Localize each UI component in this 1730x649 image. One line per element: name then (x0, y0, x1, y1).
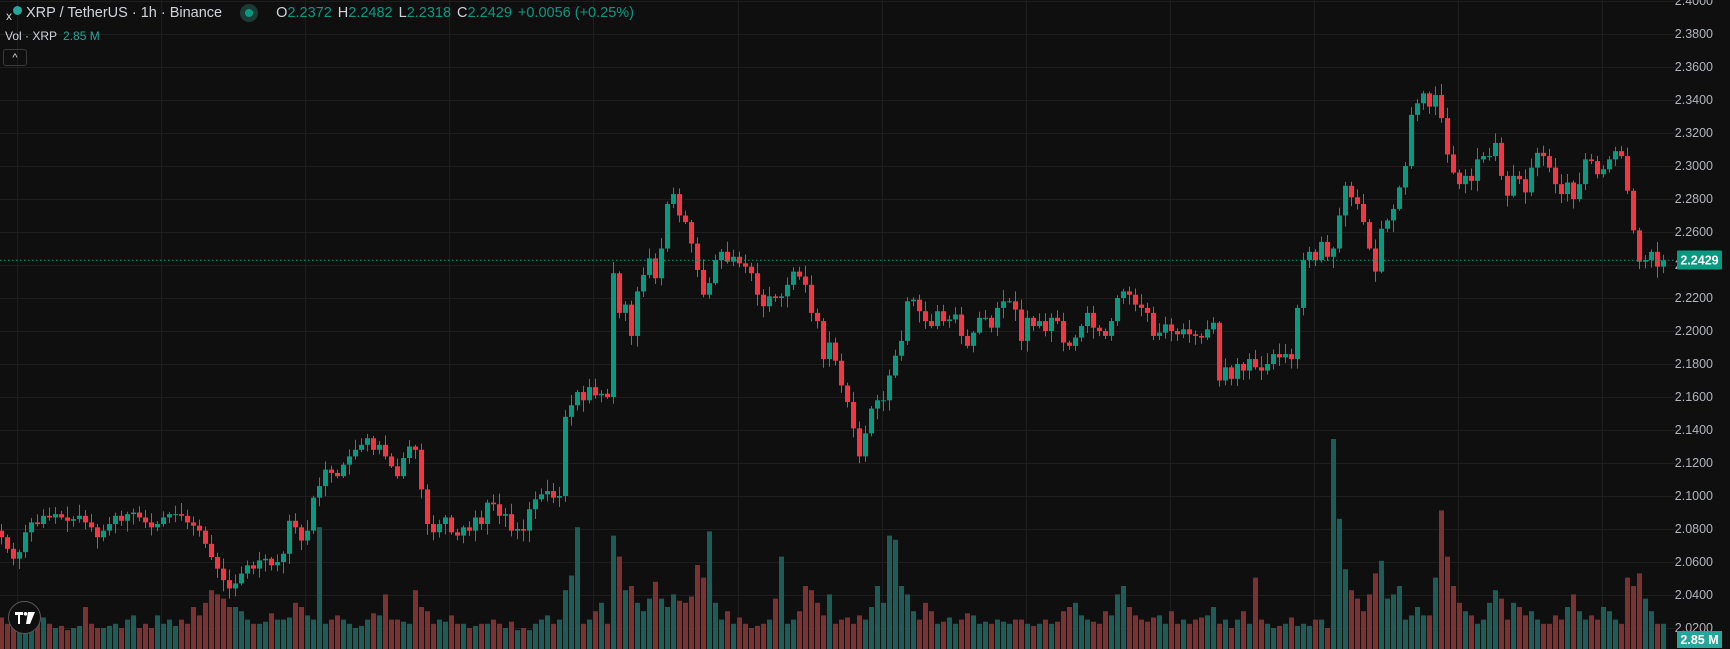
xrp-symbol-icon: x (4, 3, 24, 23)
low-value: 2.2318 (406, 5, 452, 21)
open-value: 2.2372 (287, 5, 332, 21)
close-label: C (457, 5, 468, 21)
current-price-tag: 2.2429 (1677, 250, 1722, 270)
price-change: +0.0056 (+0.25%) (517, 5, 634, 21)
price-axis-label: 2.2000 (1674, 324, 1713, 338)
price-axis-label: 2.3200 (1674, 126, 1713, 140)
open-label: O (276, 5, 288, 21)
volume-value: 2.85 M (63, 29, 100, 43)
volume-tag: 2.85 M (1677, 631, 1722, 648)
volume-bars (0, 439, 1666, 649)
chevron-up-icon: ^ (12, 51, 18, 64)
price-axis-label: 2.0400 (1674, 588, 1713, 602)
grid-lines (0, 0, 1676, 649)
collapse-legend-button[interactable]: ^ (3, 49, 27, 66)
price-axis-label: 2.0800 (1674, 522, 1713, 536)
price-axis-label: 2.1400 (1674, 423, 1713, 437)
price-axis-label: 2.4000 (1674, 0, 1713, 8)
price-candles (0, 84, 1666, 599)
price-axis-label: 2.1600 (1674, 390, 1713, 404)
high-label: H (337, 5, 349, 21)
price-axis-label: 2.3800 (1674, 27, 1713, 41)
symbol-legend: x XRP / TetherUS · 1h · Binance O 2.2372… (4, 3, 634, 23)
close-value: 2.2429 (467, 5, 512, 21)
volume-legend[interactable]: Vol · XRP 2.85 M (5, 29, 100, 43)
price-axis-label: 2.2600 (1674, 225, 1713, 239)
high-value: 2.2482 (348, 5, 393, 21)
tv-glyph-icon (14, 611, 35, 624)
market-status-icon[interactable] (240, 4, 259, 22)
price-axis-label: 2.1800 (1674, 357, 1713, 371)
volume-label: Vol · XRP (5, 29, 58, 43)
price-axis-label: 2.0600 (1674, 555, 1713, 569)
tradingview-logo-icon[interactable] (8, 601, 41, 634)
price-axis-label: 2.3600 (1674, 60, 1713, 74)
price-axis-label: 2.2800 (1674, 192, 1713, 206)
price-axis-label: 2.1000 (1674, 489, 1713, 503)
price-axis-label: 2.3000 (1674, 159, 1713, 173)
price-axis-label: 2.3400 (1674, 93, 1713, 107)
price-axis-label: 2.1200 (1674, 456, 1713, 470)
price-axis-label: 2.2200 (1674, 291, 1713, 305)
symbol-title[interactable]: XRP / TetherUS · 1h · Binance (26, 5, 223, 21)
low-label: L (398, 5, 407, 21)
